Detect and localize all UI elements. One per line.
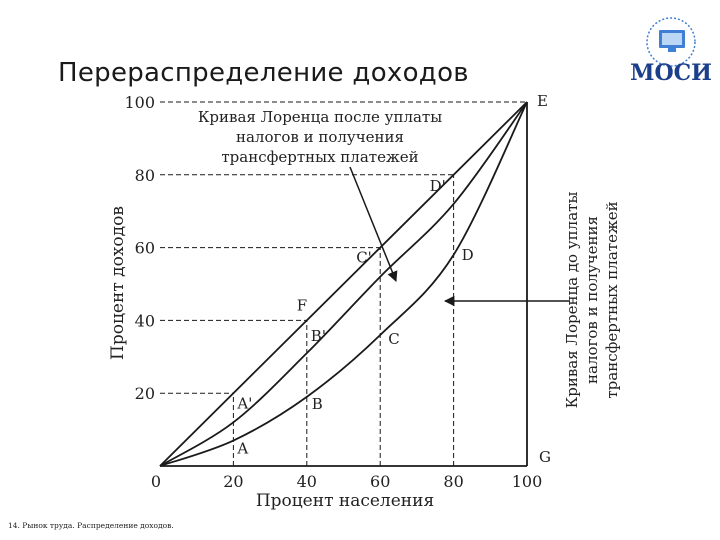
y-tick-label-60: 60 [135, 239, 155, 258]
point-label-d: D [462, 246, 474, 264]
x-tick-label-100: 100 [512, 472, 543, 491]
point-label-b-prime: B' [311, 327, 326, 345]
annotation-after-taxes: Кривая Лоренца после уплаты налогов и по… [198, 108, 442, 166]
x-tick-label-20: 20 [223, 472, 243, 491]
y-tick-label-100: 100 [124, 93, 155, 112]
y-tick-label-20: 20 [135, 384, 155, 403]
series-before-taxes-line [159, 101, 528, 467]
slide-footer: 14. Рынок труда. Распределение доходов. [8, 521, 174, 530]
point-label-a-prime: A' [236, 394, 252, 412]
annotation-before-line-1: Кривая Лоренца до уплаты [563, 192, 581, 409]
annotation-before-line-3: трансфертных платежей [603, 201, 621, 398]
y-axis-title: Процент доходов [108, 206, 128, 360]
point-label-a: A [236, 440, 248, 458]
point-label-d-prime: D' [430, 177, 446, 195]
annotation-after-line-2: налогов и получения [236, 128, 404, 146]
annotation-before-line-2: налогов и получения [583, 216, 601, 384]
point-label-g: G [539, 448, 551, 466]
y-tick-label-80: 80 [135, 166, 155, 185]
y-tick-label-40: 40 [135, 311, 155, 330]
point-label-f: F [297, 296, 307, 314]
logo-text: МОСИ [630, 60, 712, 86]
annotation-after-line-3: трансфертных платежей [221, 148, 418, 166]
x-tick-label-40: 40 [297, 472, 317, 491]
annotation-before-taxes: Кривая Лоренца до уплаты налогов и получ… [563, 192, 621, 409]
x-tick-label-0: 0 [151, 472, 161, 491]
series-equality-line [159, 101, 528, 467]
x-tick-label-60: 60 [370, 472, 390, 491]
series-after-taxes-line [159, 101, 528, 467]
point-label-b: B [312, 395, 323, 413]
point-label-e: E [537, 92, 548, 110]
slide-title: Перераспределение доходов [58, 58, 469, 88]
x-tick-label-80: 80 [443, 472, 463, 491]
annotation-after-arrow [349, 166, 398, 282]
mosi-logo-icon [646, 17, 696, 67]
x-axis-title: Процент населения [256, 491, 434, 511]
point-label-c: C [388, 330, 399, 348]
point-label-c-prime: C' [356, 249, 372, 267]
annotation-after-line-1: Кривая Лоренца после уплаты [198, 108, 442, 126]
